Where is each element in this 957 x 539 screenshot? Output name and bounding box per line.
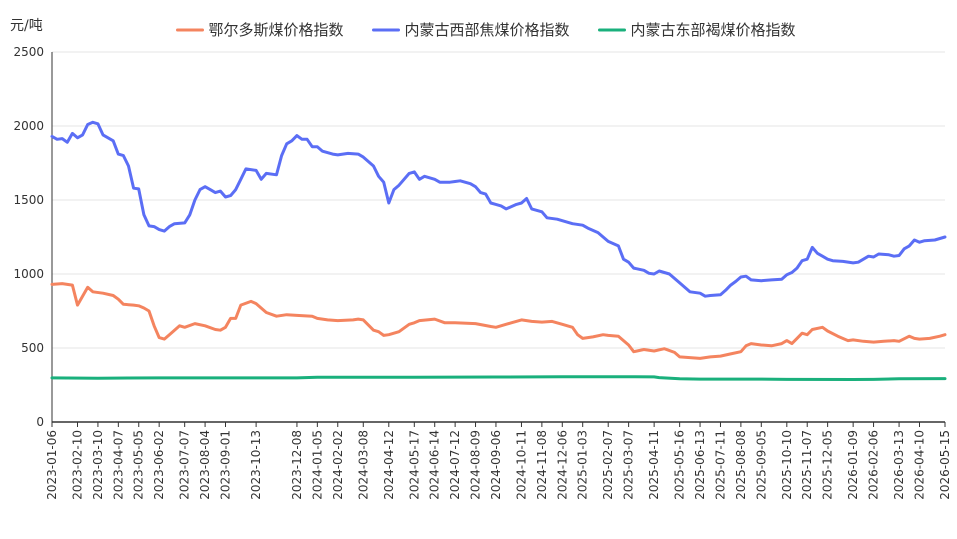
series-lines <box>50 120 947 381</box>
x-tick-label: 2025-05-16 <box>673 430 687 500</box>
x-tick-label: 2023-01-06 <box>45 430 59 500</box>
x-tick-label: 2025-11-07 <box>800 430 814 500</box>
y-axis-unit: 元/吨 <box>10 18 43 34</box>
x-tick-label: 2024-05-17 <box>407 430 421 500</box>
x-tick-label: 2024-11-08 <box>535 430 549 500</box>
x-tick-label: 2023-09-01 <box>218 430 232 500</box>
x-tick-label: 2024-07-12 <box>448 430 462 500</box>
legend-item-3[interactable]: 内蒙古东部褐煤价格指数 <box>598 21 796 39</box>
grid-lines <box>52 51 945 349</box>
x-tick-label: 2024-09-06 <box>489 430 503 500</box>
x-tick-label: 2024-12-06 <box>555 430 569 500</box>
legend-label: 鄂尔多斯煤价格指数 <box>209 21 344 39</box>
x-tick-label: 2024-08-09 <box>469 430 483 500</box>
x-tick-label: 2025-07-11 <box>713 430 727 500</box>
x-tick-label: 2025-03-07 <box>622 430 636 500</box>
legend-label: 内蒙古东部褐煤价格指数 <box>631 21 796 39</box>
series-line-1 <box>50 282 947 360</box>
x-tick-label: 2025-01-03 <box>576 430 590 500</box>
x-tick-label: 2026-05-15 <box>938 430 952 500</box>
legend-label: 内蒙古西部焦煤价格指数 <box>405 21 570 39</box>
x-tick-label: 2024-04-12 <box>382 430 396 500</box>
x-tick-label: 2026-02-06 <box>867 430 881 500</box>
series-line-2 <box>50 120 947 298</box>
x-tick-label: 2023-06-02 <box>152 430 166 500</box>
x-tick-label: 2023-02-10 <box>71 430 85 500</box>
y-tick-label: 1000 <box>13 267 44 281</box>
x-tick-label: 2025-08-08 <box>734 430 748 500</box>
x-tick-label: 2025-12-05 <box>821 430 835 500</box>
x-tick-label: 2026-04-10 <box>912 430 926 500</box>
x-tick-label: 2023-08-04 <box>198 430 212 500</box>
legend[interactable]: 鄂尔多斯煤价格指数 内蒙古西部焦煤价格指数 内蒙古东部褐煤价格指数 <box>176 21 796 39</box>
x-tick-label: 2025-02-07 <box>601 430 615 500</box>
x-tick-label: 2023-07-07 <box>178 430 192 500</box>
x-tick-label: 2025-10-10 <box>780 430 794 500</box>
x-tick-label: 2025-04-11 <box>647 430 661 500</box>
axes: 元/吨 0 500 1000 1500 2000 2500 2023-01-06 2023-0… <box>10 18 952 500</box>
series-line-3 <box>50 375 947 381</box>
x-tick-label: 2023-04-07 <box>111 430 125 500</box>
y-tick-label: 1500 <box>13 193 44 207</box>
x-tick-label: 2023-03-10 <box>91 430 105 500</box>
legend-item-2[interactable]: 内蒙古西部焦煤价格指数 <box>372 21 570 39</box>
x-tick-label: 2024-02-02 <box>331 430 345 500</box>
x-tick-label: 2025-09-05 <box>754 430 768 500</box>
x-tick-label: 2026-01-09 <box>846 430 860 500</box>
y-tick-label: 0 <box>36 415 44 429</box>
x-tick-label: 2024-01-05 <box>310 430 324 500</box>
x-tick-label: 2026-03-13 <box>892 430 906 500</box>
x-tick-label: 2023-10-13 <box>249 430 263 500</box>
x-tick-label: 2024-03-08 <box>356 430 370 500</box>
x-tick-label: 2024-06-14 <box>428 430 442 500</box>
x-tick-label: 2023-05-05 <box>132 430 146 500</box>
x-tick-label: 2024-10-11 <box>514 430 528 500</box>
x-tick-label: 2023-12-08 <box>290 430 304 500</box>
legend-item-1[interactable]: 鄂尔多斯煤价格指数 <box>176 21 344 39</box>
x-tick-label: 2025-06-13 <box>693 430 707 500</box>
y-tick-label: 2000 <box>13 119 44 133</box>
y-tick-label: 2500 <box>13 45 44 59</box>
y-tick-label: 500 <box>21 341 44 355</box>
